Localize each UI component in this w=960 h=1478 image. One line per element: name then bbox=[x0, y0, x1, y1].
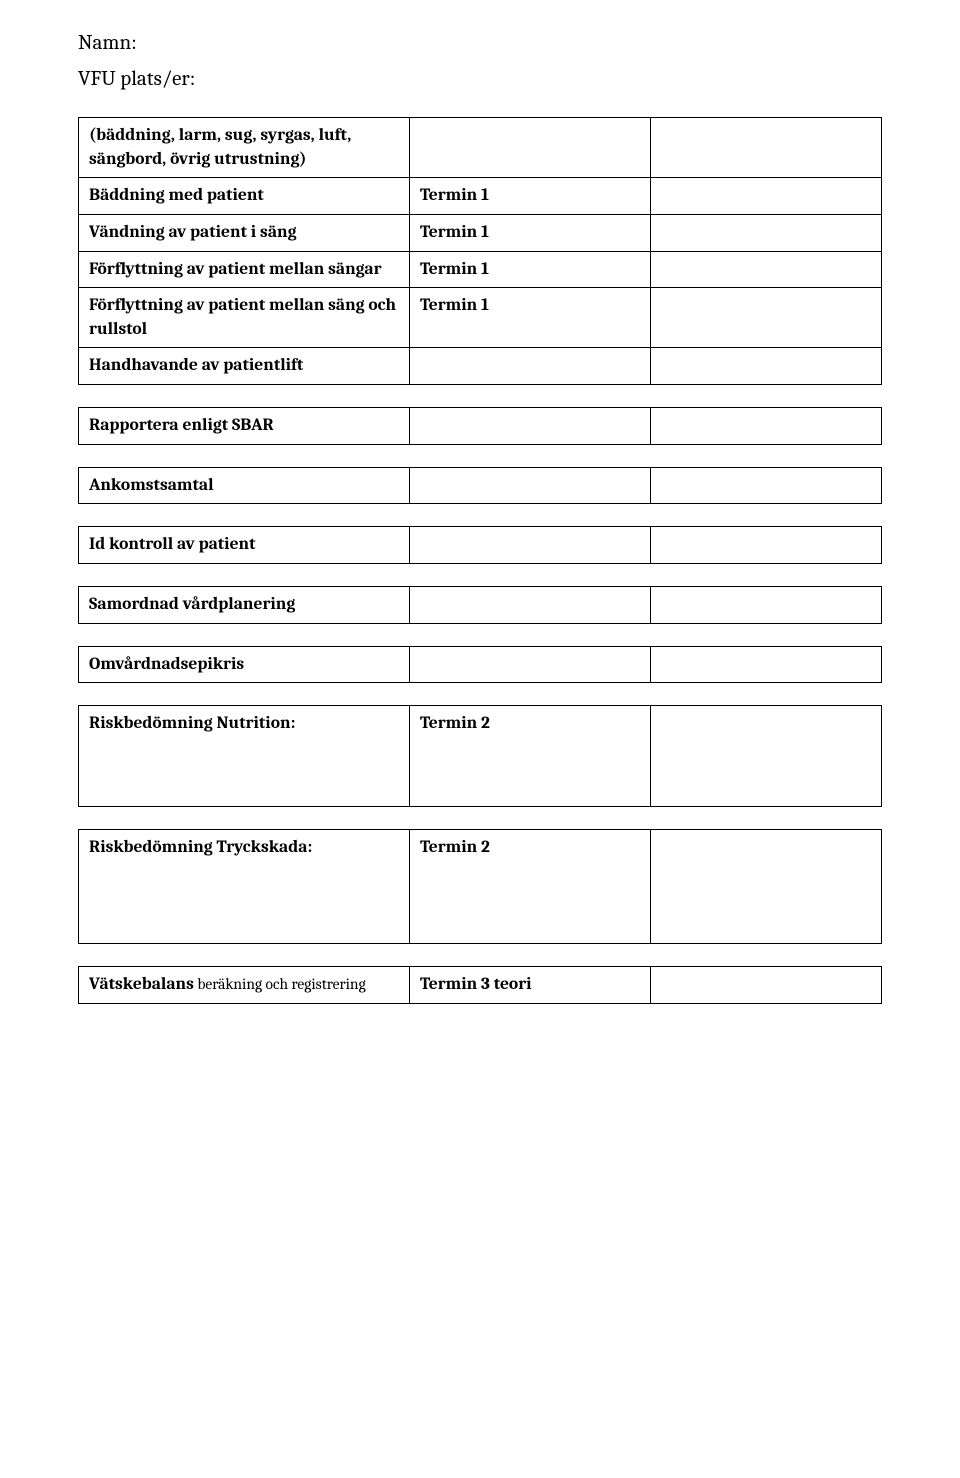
row-note bbox=[651, 967, 882, 1004]
table-gap bbox=[78, 564, 882, 586]
header-vfu: VFU plats/er: bbox=[78, 64, 882, 96]
header-block: Namn: VFU plats/er: bbox=[78, 28, 882, 95]
row-label: Ankomstsamtal bbox=[79, 467, 410, 504]
row-label: Vätskebalans beräkning och registrering bbox=[79, 967, 410, 1004]
table-row: Riskbedömning Tryckskada: Termin 2 bbox=[79, 829, 882, 944]
moment-table-2: Rapportera enligt SBAR bbox=[78, 407, 882, 445]
row-label: Rapportera enligt SBAR bbox=[79, 408, 410, 445]
row-label: Handhavande av patientlift bbox=[79, 348, 410, 385]
row-label: Id kontroll av patient bbox=[79, 527, 410, 564]
moment-table-5: Samordnad vårdplanering bbox=[78, 586, 882, 624]
row-term: Termin 1 bbox=[410, 178, 651, 215]
row-term bbox=[410, 646, 651, 683]
row-term: Termin 2 bbox=[410, 706, 651, 807]
row-note bbox=[651, 118, 882, 178]
row-term: Termin 1 bbox=[410, 251, 651, 288]
table-row: Vändning av patient i säng Termin 1 bbox=[79, 214, 882, 251]
row-term bbox=[410, 527, 651, 564]
moment-table-1: (bäddning, larm, sug, syrgas, luft, säng… bbox=[78, 117, 882, 385]
table-row: Ankomstsamtal bbox=[79, 467, 882, 504]
table-gap bbox=[78, 385, 882, 407]
row-label: Riskbedömning Tryckskada: bbox=[79, 829, 410, 944]
table-row: Id kontroll av patient bbox=[79, 527, 882, 564]
document-page: Namn: VFU plats/er: (bäddning, larm, sug… bbox=[0, 0, 960, 1478]
row-note bbox=[651, 829, 882, 944]
table-gap bbox=[78, 445, 882, 467]
table-row: Vätskebalans beräkning och registrering … bbox=[79, 967, 882, 1004]
row-label: Riskbedömning Nutrition: bbox=[79, 706, 410, 807]
moment-table-4: Id kontroll av patient bbox=[78, 526, 882, 564]
row-term: Termin 2 bbox=[410, 829, 651, 944]
row-label: Omvårdnadsepikris bbox=[79, 646, 410, 683]
table-row: Samordnad vårdplanering bbox=[79, 586, 882, 623]
row-note bbox=[651, 178, 882, 215]
row-term: Termin 3 teori bbox=[410, 967, 651, 1004]
row-note bbox=[651, 214, 882, 251]
table-gap bbox=[78, 807, 882, 829]
table-row: (bäddning, larm, sug, syrgas, luft, säng… bbox=[79, 118, 882, 178]
label-sub: beräkning och registrering bbox=[194, 975, 366, 993]
header-namn: Namn: bbox=[78, 28, 882, 60]
row-note bbox=[651, 408, 882, 445]
row-note bbox=[651, 646, 882, 683]
table-gap bbox=[78, 944, 882, 966]
table-gap bbox=[78, 624, 882, 646]
row-label: Vändning av patient i säng bbox=[79, 214, 410, 251]
table-row: Förflyttning av patient mellan sängar Te… bbox=[79, 251, 882, 288]
row-note bbox=[651, 288, 882, 348]
row-note bbox=[651, 586, 882, 623]
row-label: Bäddning med patient bbox=[79, 178, 410, 215]
table-row: Rapportera enligt SBAR bbox=[79, 408, 882, 445]
row-label: Förflyttning av patient mellan sängar bbox=[79, 251, 410, 288]
row-term bbox=[410, 408, 651, 445]
row-term: Termin 1 bbox=[410, 288, 651, 348]
table-gap bbox=[78, 504, 882, 526]
row-note bbox=[651, 251, 882, 288]
table-row: Riskbedömning Nutrition: Termin 2 bbox=[79, 706, 882, 807]
row-term: Termin 1 bbox=[410, 214, 651, 251]
table-gap bbox=[78, 683, 882, 705]
table-row: Bäddning med patient Termin 1 bbox=[79, 178, 882, 215]
table-row: Förflyttning av patient mellan säng och … bbox=[79, 288, 882, 348]
table-row: Omvårdnadsepikris bbox=[79, 646, 882, 683]
row-label: Samordnad vårdplanering bbox=[79, 586, 410, 623]
moment-table-7: Riskbedömning Nutrition: Termin 2 bbox=[78, 705, 882, 807]
moment-table-3: Ankomstsamtal bbox=[78, 467, 882, 505]
row-term bbox=[410, 467, 651, 504]
row-term bbox=[410, 118, 651, 178]
row-term bbox=[410, 586, 651, 623]
label-main: Vätskebalans bbox=[89, 974, 194, 994]
moment-table-9: Vätskebalans beräkning och registrering … bbox=[78, 966, 882, 1004]
moment-table-8: Riskbedömning Tryckskada: Termin 2 bbox=[78, 829, 882, 945]
table-row: Handhavande av patientlift bbox=[79, 348, 882, 385]
row-note bbox=[651, 467, 882, 504]
row-note bbox=[651, 348, 882, 385]
row-label: Förflyttning av patient mellan säng och … bbox=[79, 288, 410, 348]
moment-table-6: Omvårdnadsepikris bbox=[78, 646, 882, 684]
row-term bbox=[410, 348, 651, 385]
row-note bbox=[651, 527, 882, 564]
row-note bbox=[651, 706, 882, 807]
row-label: (bäddning, larm, sug, syrgas, luft, säng… bbox=[79, 118, 410, 178]
